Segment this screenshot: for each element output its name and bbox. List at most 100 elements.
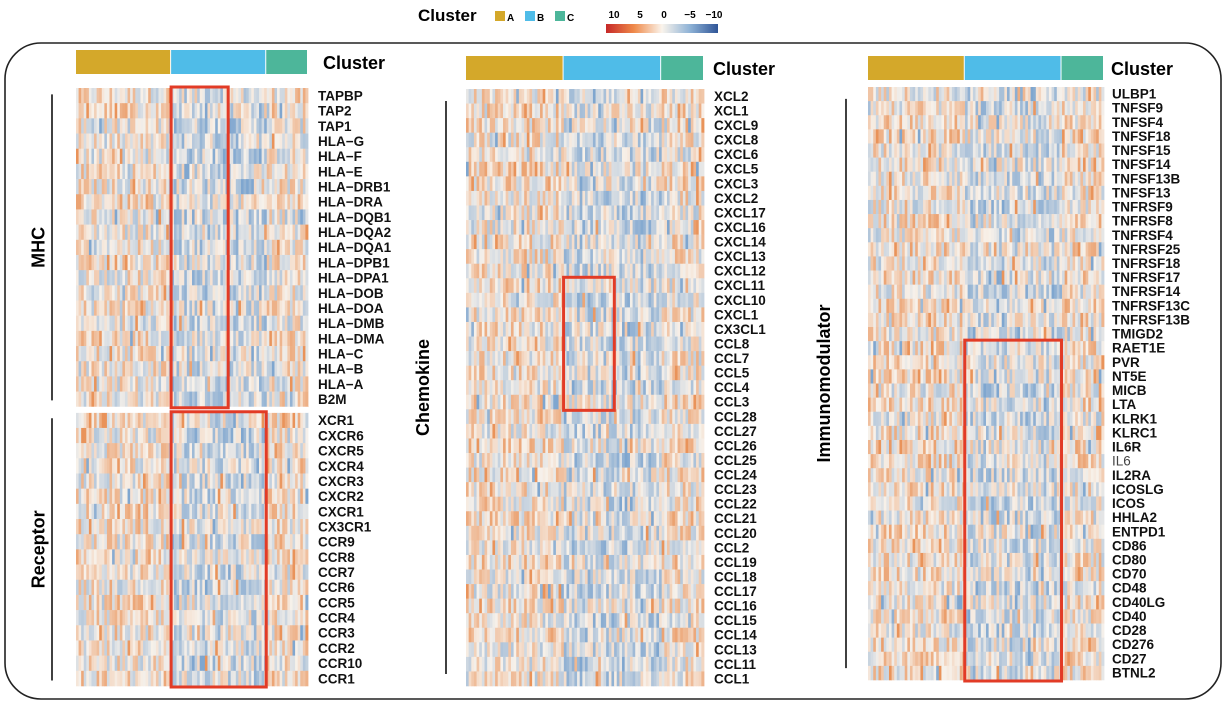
heatmap-cell: [305, 443, 309, 459]
heatmap-cell: [163, 179, 167, 195]
heatmap-cell: [150, 133, 154, 150]
heatmap-cell: [305, 579, 309, 596]
heatmap-cell: [585, 89, 589, 104]
heatmap-cell: [76, 610, 79, 626]
heatmap-cell: [532, 205, 536, 221]
heatmap-cell: [124, 300, 128, 316]
heatmap-cell: [693, 89, 697, 104]
heatmap-cell: [595, 278, 599, 294]
heatmap-cell: [238, 118, 242, 134]
heatmap-cell: [495, 103, 499, 119]
heatmap-cell: [233, 412, 237, 429]
heatmap-cell: [197, 655, 201, 672]
heatmap-cell: [83, 239, 87, 256]
heatmap-cell: [132, 209, 136, 225]
heatmap-cell: [500, 161, 504, 177]
heatmap-cell: [606, 278, 610, 294]
heatmap-cell: [197, 488, 201, 505]
heatmap-cell: [130, 300, 134, 316]
heatmap-cell: [230, 427, 234, 444]
heatmap-cell: [228, 549, 232, 565]
heatmap-cell: [261, 443, 265, 459]
heatmap-cell: [215, 361, 219, 377]
heatmap-cell: [259, 655, 262, 672]
heatmap-cell: [481, 190, 485, 206]
heatmap-cell: [505, 132, 509, 148]
heatmap-cell: [140, 346, 144, 362]
heatmap-cell: [582, 278, 586, 294]
heatmap-cell: [78, 315, 82, 332]
heatmap-cell: [145, 579, 149, 596]
gene-label: CCR3: [318, 626, 355, 641]
heatmap-cell: [155, 285, 159, 301]
heatmap-cell: [513, 292, 517, 308]
heatmap-cell: [701, 249, 705, 265]
heatmap-cell: [534, 205, 538, 221]
heatmap-cell: [577, 292, 581, 308]
heatmap-cell: [207, 239, 211, 256]
heatmap-cell: [510, 176, 514, 192]
heatmap-cell: [222, 270, 226, 286]
heatmap-cell: [222, 346, 226, 362]
heatmap-cell: [577, 89, 581, 104]
heatmap-cell: [145, 254, 149, 271]
gene-label: CXCR5: [318, 444, 364, 459]
heatmap-cell: [199, 194, 203, 210]
heatmap-cell: [179, 655, 183, 672]
heatmap-cell: [104, 285, 108, 301]
heatmap-cell: [161, 285, 165, 301]
heatmap-cell: [94, 458, 98, 474]
heatmap-cell: [137, 133, 141, 150]
heatmap-cell: [81, 391, 85, 408]
heatmap-cell: [619, 89, 623, 104]
heatmap-cell: [300, 346, 304, 362]
heatmap-cell: [645, 103, 649, 119]
heatmap-cell: [127, 270, 131, 286]
heatmap-cell: [215, 194, 219, 210]
heatmap-cell: [481, 118, 485, 133]
heatmap-cell: [158, 88, 162, 104]
heatmap-cell: [261, 458, 265, 474]
heatmap-cell: [220, 285, 224, 301]
heatmap-cell: [619, 249, 623, 265]
heatmap-cell: [611, 118, 615, 133]
heatmap-cell: [217, 103, 221, 119]
heatmap-cell: [529, 161, 533, 177]
heatmap-cell: [264, 391, 268, 408]
heatmap-cell: [215, 549, 219, 565]
heatmap-cell: [194, 594, 198, 611]
heatmap-cell: [122, 564, 126, 581]
gene-label: HLA−DQA2: [318, 225, 391, 240]
heatmap-cell: [614, 89, 618, 104]
heatmap-cell: [119, 391, 123, 408]
heatmap-cell: [76, 103, 79, 119]
heatmap-cell: [230, 179, 234, 195]
heatmap-cell: [622, 263, 626, 279]
heatmap-cell: [682, 89, 686, 104]
heatmap-cell: [558, 161, 562, 177]
heatmap-cell: [479, 118, 483, 133]
heatmap-cell: [701, 132, 705, 148]
heatmap-cell: [287, 625, 291, 641]
heatmap-cell: [603, 263, 607, 279]
heatmap-cell: [259, 346, 262, 362]
heatmap-cell: [500, 307, 504, 323]
legend-swatch-a: [495, 11, 505, 21]
heatmap-cell: [202, 458, 206, 474]
heatmap-cell: [76, 133, 79, 150]
heatmap-cell: [302, 239, 306, 256]
heatmap-cell: [140, 391, 144, 408]
heatmap-cell: [150, 224, 154, 241]
heatmap-cell: [233, 148, 237, 165]
heatmap-cell: [222, 427, 226, 444]
heatmap-cell: [135, 579, 139, 596]
heatmap-cell: [643, 118, 647, 133]
gene-label: TAP2: [318, 104, 352, 119]
heatmap-cell: [287, 133, 291, 150]
heatmap-cell: [94, 254, 98, 271]
heatmap-cell: [230, 458, 234, 474]
heatmap-cell: [266, 655, 270, 672]
heatmap-cell: [274, 488, 278, 505]
heatmap-cell: [222, 254, 226, 271]
